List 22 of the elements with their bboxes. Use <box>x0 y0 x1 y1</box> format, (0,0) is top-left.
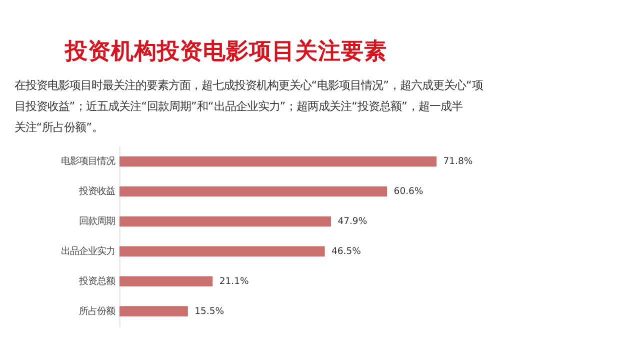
y-tick-label: 回款周期 <box>78 216 115 227</box>
bar <box>119 306 188 316</box>
data-label: 15.5% <box>194 306 224 317</box>
text: 在投资电影项目时最关注的要素方面，超七成投资机构更关心“电影项目情况”，超六成更关心“项 <box>14 78 483 92</box>
text: 目投资收益”；近五成关注“回款周期”和“出品企业实力”；超两成关注“投资总额”，超一成半 <box>14 98 462 113</box>
y-tick-label: 投资收益 <box>78 186 115 197</box>
bar <box>119 276 213 286</box>
chart-title: 投资机构投资电影项目关注要素 <box>64 37 387 64</box>
text: 关注“所占份额”。 <box>14 120 104 134</box>
y-tick-label: 出品企业实力 <box>60 246 115 257</box>
y-tick-label: 所占份额 <box>78 306 115 317</box>
bar <box>119 156 437 167</box>
data-label: 21.1% <box>219 276 249 287</box>
data-label: 46.5% <box>332 246 362 257</box>
data-label: 47.9% <box>338 216 368 227</box>
y-tick-label: 电影项目情况 <box>60 156 115 168</box>
data-label: 60.6% <box>394 186 424 197</box>
y-tick-label: 投资总额 <box>78 276 115 287</box>
bar <box>119 216 331 227</box>
data-label: 71.8% <box>443 156 473 168</box>
bar <box>119 186 388 197</box>
bar <box>119 246 325 256</box>
